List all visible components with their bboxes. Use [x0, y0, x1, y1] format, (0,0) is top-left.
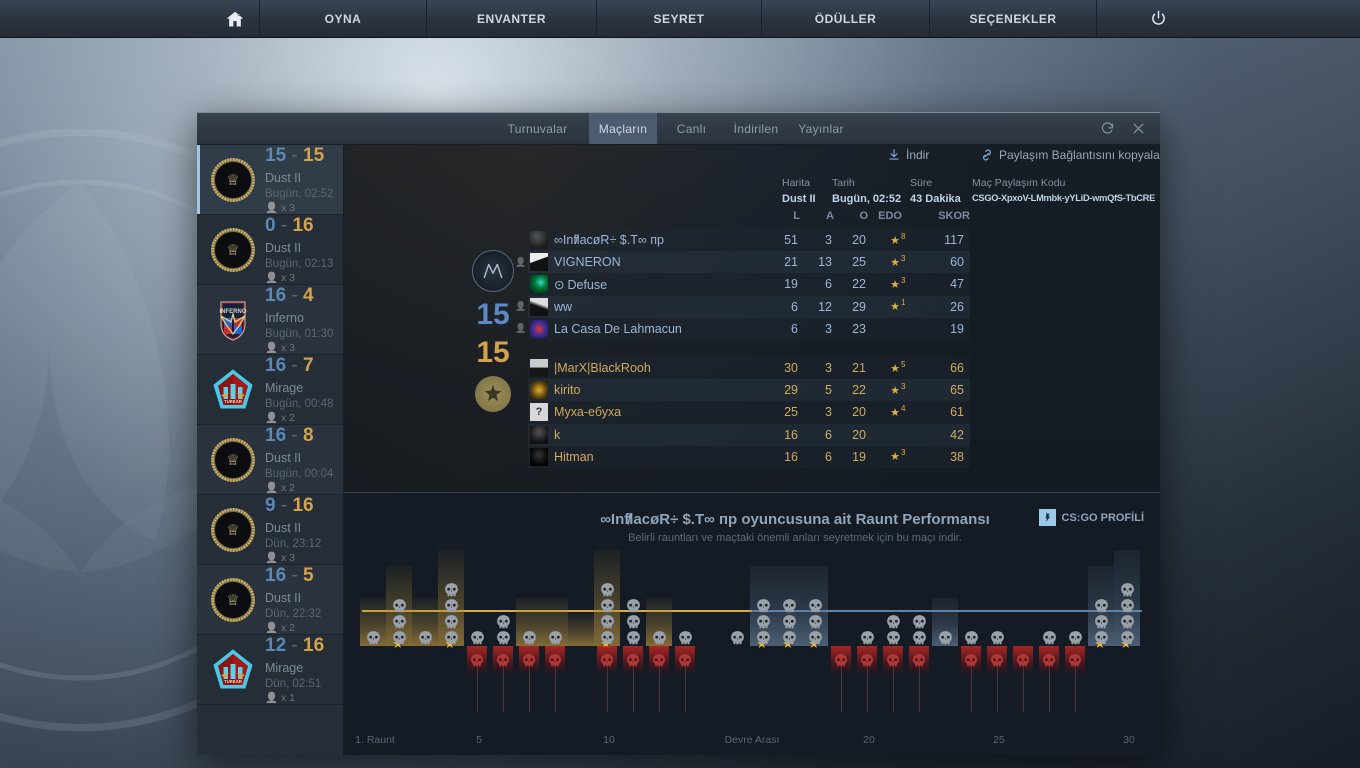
svg-text:TURKAR: TURKAR — [224, 679, 242, 684]
svg-text:TURKAR: TURKAR — [224, 399, 242, 404]
